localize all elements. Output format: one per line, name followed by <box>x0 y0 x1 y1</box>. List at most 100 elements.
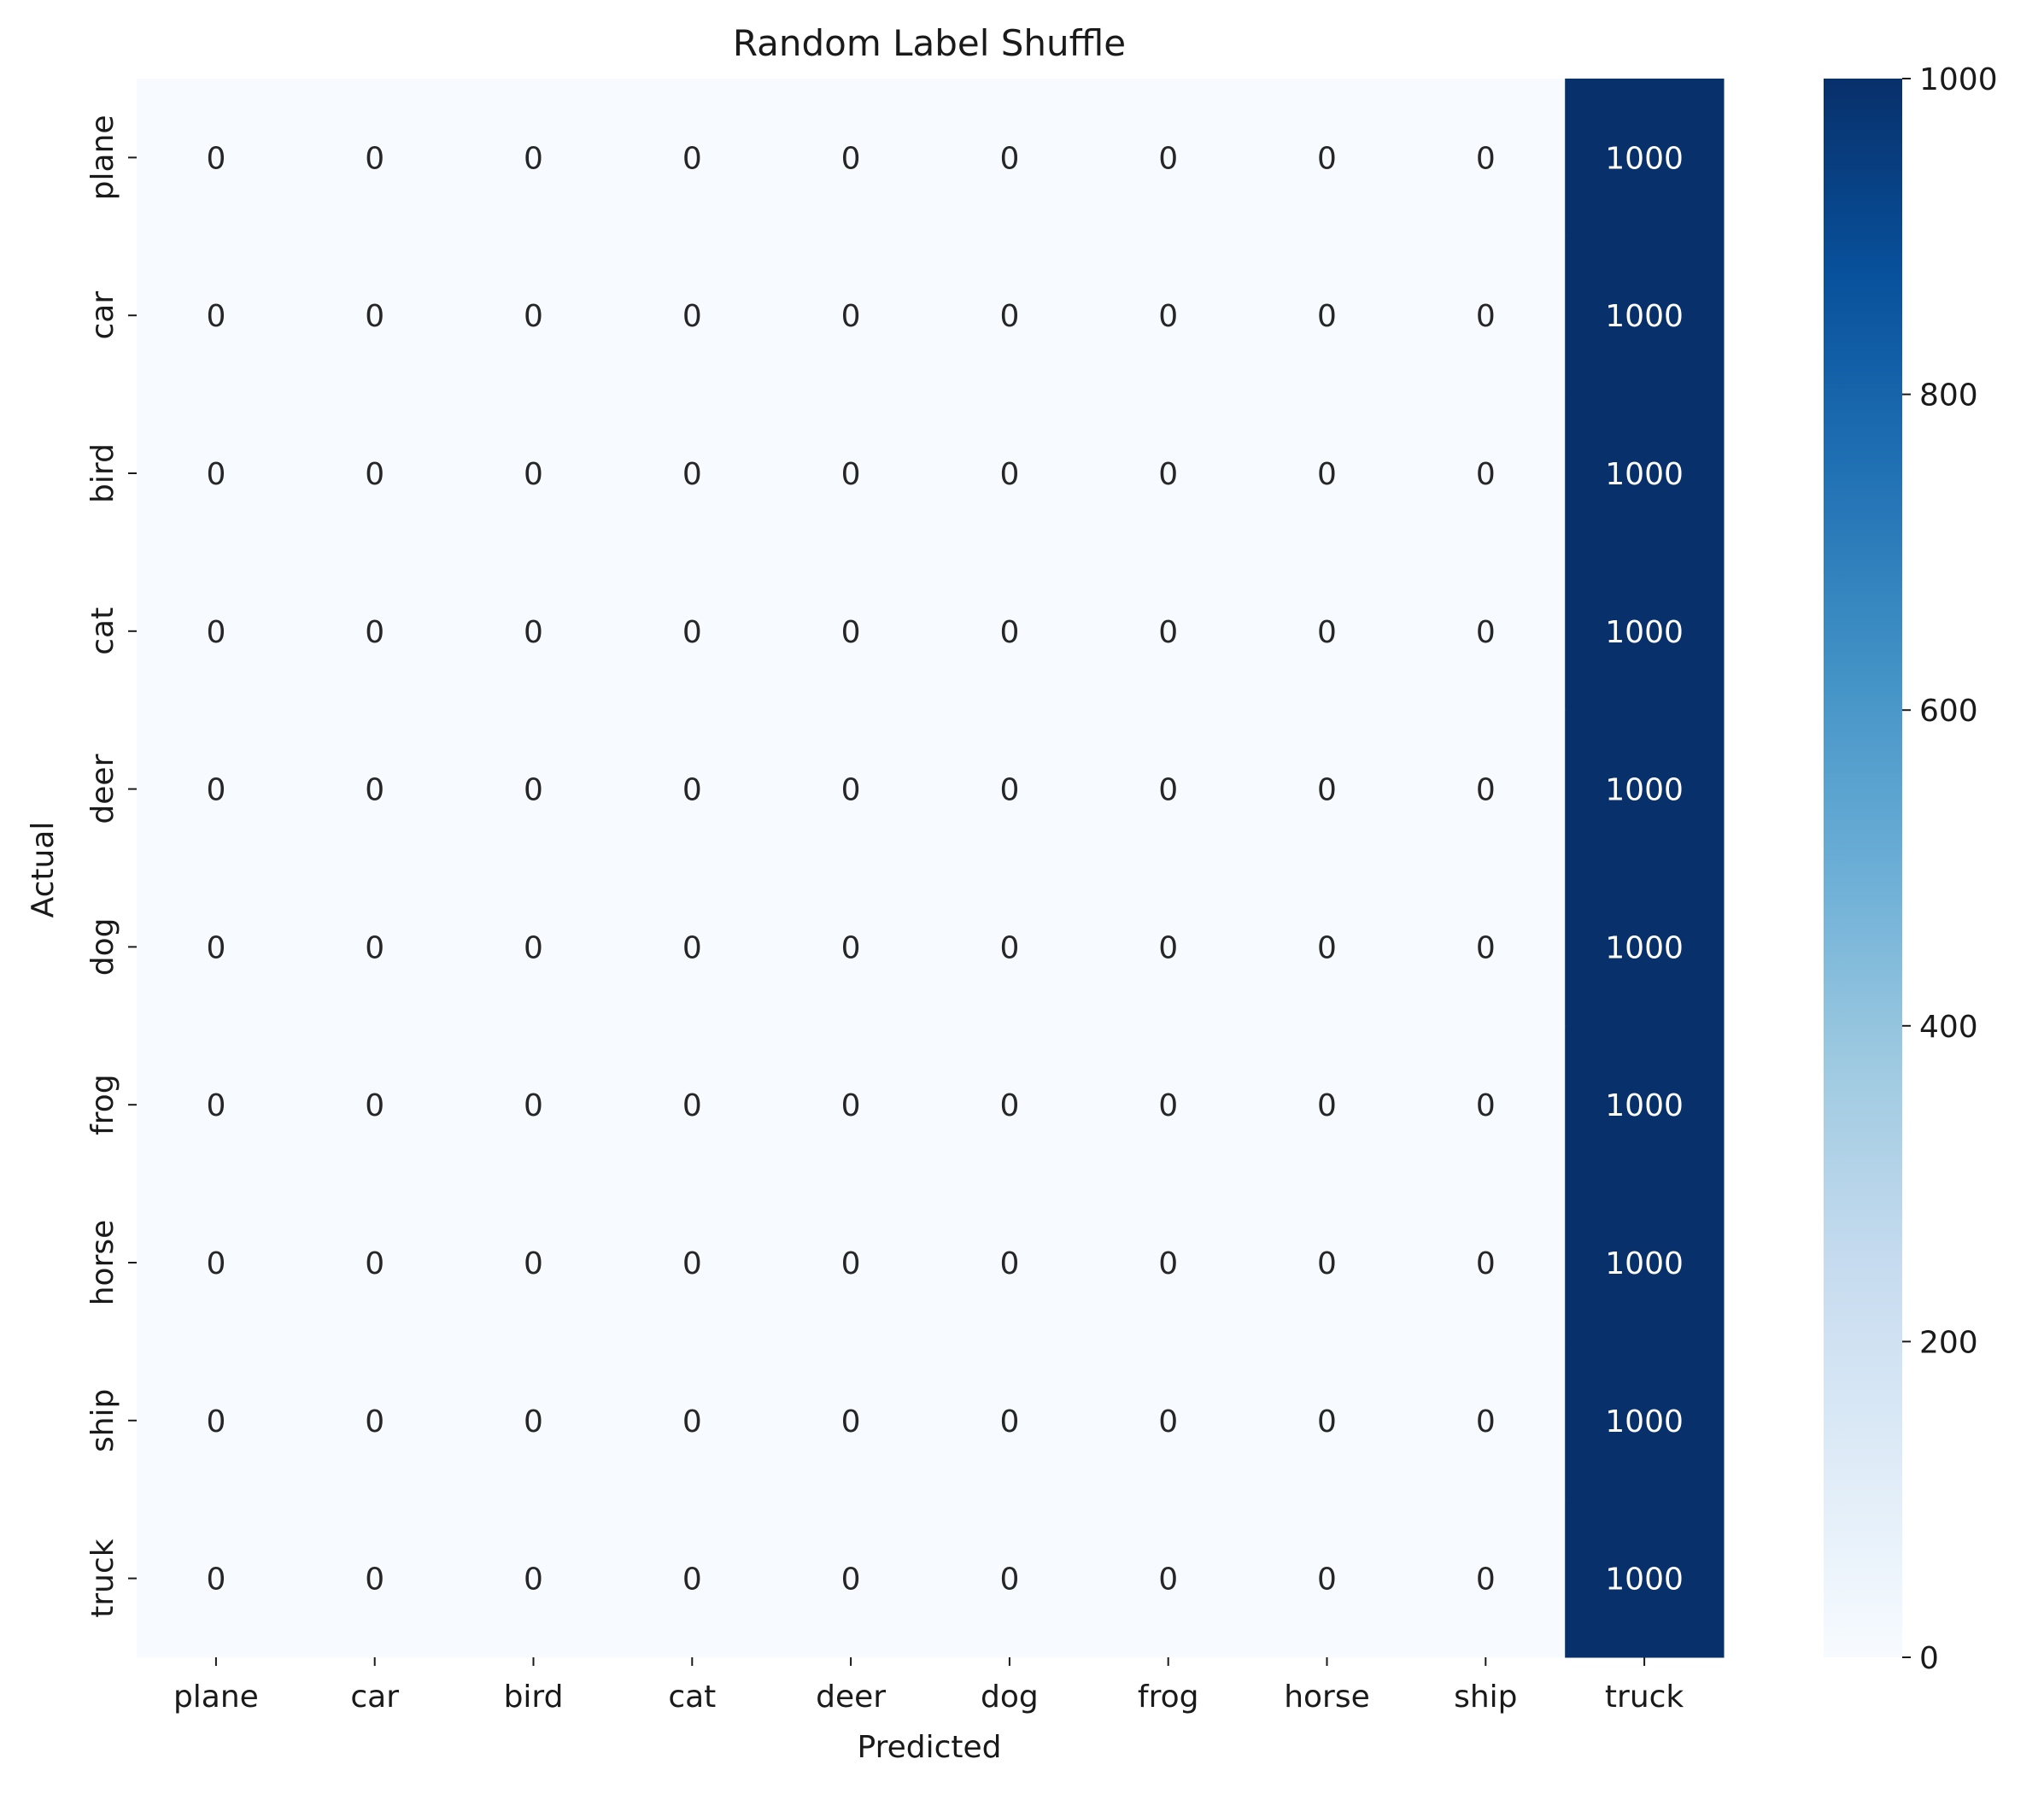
cell-value-label: 1000 <box>1605 1246 1684 1281</box>
cell-value-label: 0 <box>524 299 543 334</box>
cell-value-label: 0 <box>682 141 702 176</box>
cell-value-label: 0 <box>1476 615 1496 650</box>
cell-value-label: 0 <box>841 1246 861 1281</box>
cell-value-label: 0 <box>682 615 702 650</box>
cell-value-label: 0 <box>841 141 861 176</box>
cell-value-label: 0 <box>206 1088 225 1123</box>
cell-value-label: 0 <box>1317 141 1337 176</box>
cell-value-label: 0 <box>1317 1088 1337 1123</box>
cell-value-label: 0 <box>1158 930 1178 965</box>
cell-value-label: 0 <box>1476 1246 1496 1281</box>
y-tick-label: car <box>85 291 120 340</box>
cell-value-label: 0 <box>206 299 225 334</box>
cell-value-label: 0 <box>1317 1404 1337 1439</box>
cell-value-label: 0 <box>841 773 861 808</box>
heatmap-cell <box>1406 1499 1566 1658</box>
cell-value-label: 0 <box>365 1562 384 1598</box>
heatmap-cell <box>1088 1499 1249 1658</box>
heatmap-cell <box>771 552 931 711</box>
cell-value-label: 0 <box>524 1404 543 1439</box>
heatmap-cell <box>1565 1499 1725 1658</box>
heatmap-cell <box>1406 394 1566 553</box>
cell-value-label: 0 <box>1317 1246 1337 1281</box>
heatmap-cell <box>1088 236 1249 396</box>
heatmap-cell <box>1247 868 1407 1027</box>
cell-value-label: 0 <box>1476 299 1496 334</box>
heatmap-cell <box>1088 79 1249 237</box>
heatmap-cell <box>137 236 296 396</box>
cell-value-label: 0 <box>1317 457 1337 492</box>
cell-value-label: 1000 <box>1605 141 1684 176</box>
y-tick-label: plane <box>85 114 120 200</box>
heatmap-cell <box>1565 79 1725 237</box>
heatmap-cell <box>1088 710 1249 869</box>
cell-value-label: 0 <box>1476 773 1496 808</box>
heatmap-cell <box>1565 1025 1725 1185</box>
heatmap-cell <box>1088 868 1249 1027</box>
x-axis: plane car bird cat deer dog frog horse ship truck <box>173 1657 1684 1715</box>
cell-value-label: 0 <box>841 299 861 334</box>
colorbar-tick-label: 0 <box>1919 1641 1939 1676</box>
cell-value-label: 0 <box>682 1562 702 1598</box>
cell-value-label: 0 <box>524 773 543 808</box>
cell-value-label: 0 <box>1476 1562 1496 1598</box>
x-tick-label: ship <box>1454 1680 1517 1715</box>
x-tick-label: truck <box>1605 1680 1684 1715</box>
cell-value-label: 0 <box>524 1246 543 1281</box>
cell-value-label: 0 <box>524 1562 543 1598</box>
heatmap-cell <box>1565 1341 1725 1500</box>
cell-value-label: 0 <box>682 773 702 808</box>
heatmap-cell <box>1088 1341 1249 1500</box>
cell-value-label: 0 <box>1158 457 1178 492</box>
cell-value-label: 0 <box>999 773 1019 808</box>
heatmap-cell <box>295 1341 455 1500</box>
heatmap-cell <box>930 1341 1090 1500</box>
heatmap-cell <box>771 1341 931 1500</box>
cell-value-label: 0 <box>365 930 384 965</box>
heatmap-cell <box>1088 394 1249 553</box>
cell-value-label: 0 <box>682 457 702 492</box>
heatmap-cell <box>1088 1183 1249 1342</box>
heatmap-cell <box>930 236 1090 396</box>
heatmap-cell <box>454 868 613 1027</box>
heatmap-cell <box>295 1025 455 1185</box>
heatmap-cell <box>1565 710 1725 869</box>
cell-value-label: 0 <box>524 615 543 650</box>
cell-value-label: 0 <box>1158 1088 1178 1123</box>
cell-value-label: 0 <box>1317 1562 1337 1598</box>
heatmap-cell <box>1247 552 1407 711</box>
cell-value-label: 1000 <box>1605 1404 1684 1439</box>
colorbar-tick-label: 800 <box>1919 378 1978 413</box>
heatmap-cell <box>1088 552 1249 711</box>
cell-value-label: 0 <box>682 1088 702 1123</box>
heatmap-cell <box>1406 552 1566 711</box>
heatmap-cell <box>454 394 613 553</box>
cell-value-label: 0 <box>365 141 384 176</box>
y-axis-title: Actual <box>26 822 61 918</box>
heatmap-cell <box>1406 868 1566 1027</box>
heatmap-cell <box>771 236 931 396</box>
heatmap-cell <box>1406 79 1566 237</box>
x-tick-label: bird <box>504 1680 564 1715</box>
cell-value-label: 0 <box>524 141 543 176</box>
colorbar-tick-label: 600 <box>1919 694 1978 729</box>
x-axis-title: Predicted <box>858 1730 1002 1765</box>
y-tick-label: frog <box>85 1074 120 1135</box>
cell-value-label: 0 <box>682 299 702 334</box>
heatmap-cell <box>1406 236 1566 396</box>
cell-value-label: 0 <box>1476 141 1496 176</box>
y-tick-label: deer <box>85 753 120 824</box>
cell-value-label: 1000 <box>1605 930 1684 965</box>
cell-value-label: 0 <box>999 615 1019 650</box>
heatmap-cell <box>454 79 613 237</box>
cell-value-label: 0 <box>1476 1088 1496 1123</box>
heatmap-cell <box>1565 552 1725 711</box>
cell-value-label: 0 <box>206 1404 225 1439</box>
y-tick-label: bird <box>85 443 120 503</box>
cell-labels: 0 0 0 0 0 0 0 0 0 1000 0 0 0 0 0 0 0 0 0 1000 0 0 0 0 0 0 0 0 0 1000 0… <box>206 141 1683 1597</box>
y-tick-label: ship <box>85 1389 120 1452</box>
cell-value-label: 0 <box>1158 773 1178 808</box>
cell-value-label: 0 <box>1158 615 1178 650</box>
cell-value-label: 0 <box>841 457 861 492</box>
cell-value-label: 0 <box>1476 930 1496 965</box>
